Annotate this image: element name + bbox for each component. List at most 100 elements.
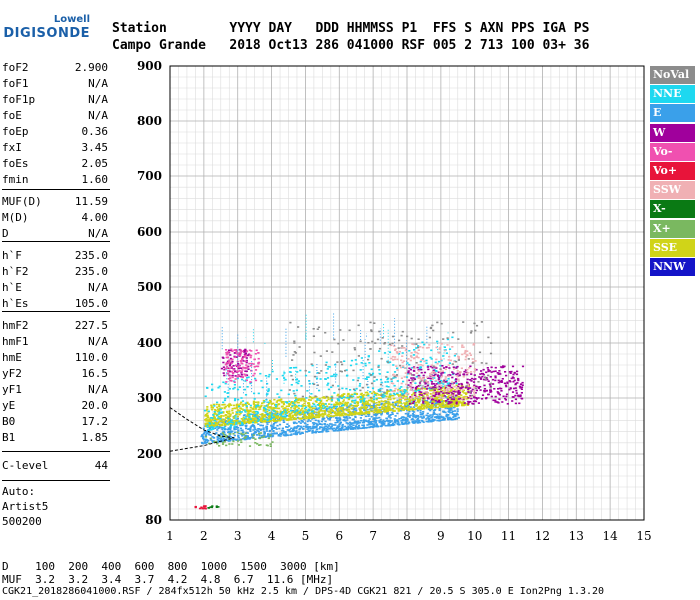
echo-point-sse — [413, 398, 416, 401]
echo-point-w — [438, 401, 441, 403]
echo-point-sse — [402, 394, 406, 397]
echo-point-nne — [330, 375, 333, 378]
echo-point-vo- — [241, 350, 244, 353]
echo-point-e — [234, 439, 237, 441]
echo-point-sse — [310, 412, 313, 414]
echo-point-ssw — [427, 382, 430, 385]
echo-point-e — [314, 408, 317, 411]
echo-point-nne — [255, 413, 258, 415]
echo-point-vo- — [257, 362, 260, 365]
echo-point-ssw — [400, 377, 403, 379]
echo-point-e — [352, 424, 355, 426]
echo-point-nne — [327, 407, 330, 410]
echo-point-e — [221, 440, 224, 442]
echo-point-sse — [355, 393, 359, 395]
echo-point-w — [489, 376, 492, 378]
echo-point-e — [262, 427, 265, 429]
echo-point-e — [302, 428, 305, 430]
echo-point-w — [498, 393, 501, 396]
echo-point-e — [447, 414, 450, 416]
echo-point-w — [500, 380, 503, 382]
echo-point-vo- — [244, 367, 247, 369]
echo-point-sse — [346, 395, 349, 397]
echo-point-e — [396, 412, 399, 415]
echo-point-sse — [233, 407, 236, 409]
echo-point-w — [470, 390, 473, 392]
echo-point-vo- — [224, 367, 227, 370]
echo-point-e — [361, 424, 364, 427]
echo-point-e — [285, 433, 288, 436]
echo-point-e — [338, 417, 342, 419]
echo-point-e — [347, 411, 350, 414]
echo-point-noval — [422, 396, 425, 398]
echo-point-e — [312, 412, 315, 414]
echo-point-sse — [366, 391, 369, 394]
echo-point-sse — [454, 397, 457, 399]
echo-point-noval — [467, 358, 470, 360]
echo-point-x- — [240, 439, 243, 441]
echo-point-sse — [264, 415, 267, 418]
echo-point-sse — [243, 422, 246, 424]
echo-point-nne — [294, 410, 298, 412]
echo-point-sse — [377, 397, 380, 399]
echo-point-e — [408, 410, 411, 413]
echo-point-ssw — [472, 394, 475, 397]
echo-point-w — [471, 388, 474, 391]
logo-lowell: Lowell — [53, 14, 90, 25]
echo-point-sse — [254, 417, 257, 419]
echo-point-nne — [216, 401, 219, 404]
param-row-yf2: yF2 16.5 — [2, 366, 108, 382]
echo-point-vo- — [255, 349, 258, 352]
echo-point-e — [218, 437, 221, 440]
echo-point-ssw — [448, 387, 451, 390]
param-value: 235.0 — [74, 265, 108, 278]
echo-point-e — [360, 419, 363, 422]
echo-point-e — [373, 406, 376, 409]
echo-point-sse — [285, 412, 288, 415]
echo-point-e — [402, 418, 405, 421]
echo-point-e — [265, 430, 268, 432]
echo-point-sse — [218, 405, 221, 407]
echo-point-sse — [447, 395, 450, 397]
echo-point-e — [305, 430, 308, 433]
echo-point-sse — [310, 413, 313, 415]
echo-point-e — [263, 434, 266, 436]
echo-point-vo- — [255, 365, 258, 368]
echo-point-e — [408, 422, 411, 424]
param-name: h`F2 — [2, 265, 29, 278]
echo-point-w — [223, 368, 226, 371]
echo-point-w — [478, 376, 481, 378]
echo-point-sse — [243, 420, 246, 423]
echo-point-w — [432, 386, 435, 388]
echo-point-e — [239, 427, 243, 430]
echo-point-noval — [487, 374, 490, 377]
echo-point-sse — [258, 408, 262, 410]
legend-item-e: E — [650, 104, 695, 123]
echo-point-sse — [216, 422, 219, 424]
echo-point-w — [501, 401, 504, 403]
echo-point-e — [343, 419, 346, 422]
echo-point-w — [514, 394, 517, 397]
echo-point-e — [372, 405, 376, 408]
echo-point-sse — [299, 399, 302, 402]
echo-point-e — [362, 424, 365, 426]
echo-point-nne — [249, 382, 252, 385]
echo-point-e — [369, 421, 372, 424]
echo-point-nne — [292, 390, 295, 392]
echo-point-vo- — [252, 374, 255, 377]
echo-point-nne — [330, 396, 333, 398]
echo-point-sse — [377, 400, 380, 403]
echo-point-w — [501, 378, 504, 380]
echo-point-vo- — [236, 366, 240, 368]
echo-point-e — [231, 438, 234, 441]
echo-point-sse — [214, 412, 217, 414]
echo-point-e — [257, 423, 260, 425]
echo-point-e — [216, 437, 219, 439]
echo-point-sse — [428, 406, 431, 409]
echo-point-sse — [320, 406, 323, 409]
echo-point-sse — [276, 415, 279, 417]
echo-point-sse — [322, 410, 325, 412]
echo-point-sse — [347, 393, 350, 396]
echo-point-sse — [458, 402, 461, 404]
echo-point-w — [494, 399, 497, 402]
